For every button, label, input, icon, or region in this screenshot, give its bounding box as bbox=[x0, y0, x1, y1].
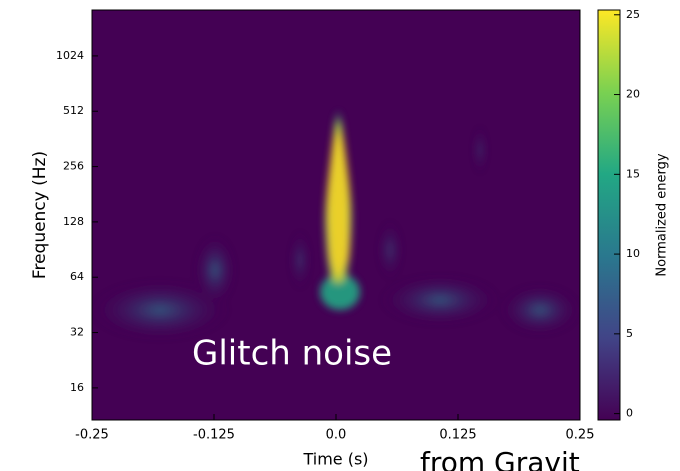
colorbar-tick-label: 10 bbox=[626, 247, 640, 260]
y-axis-label: Frequency (Hz) bbox=[30, 151, 50, 279]
y-tick-label: 64 bbox=[70, 270, 84, 283]
spectrogram-image bbox=[92, 10, 580, 420]
y-tick-label: 512 bbox=[63, 104, 84, 117]
y-tick-label: 32 bbox=[70, 326, 84, 339]
y-tick-label: 16 bbox=[70, 381, 84, 394]
x-tick-label: 0.125 bbox=[439, 428, 476, 443]
colorbar-tick-label: 5 bbox=[626, 327, 633, 340]
annotation: Glitch noise bbox=[192, 334, 392, 374]
colorbar-tick-label: 20 bbox=[626, 88, 640, 101]
colorbar-tick-label: 15 bbox=[626, 167, 640, 180]
x-axis-label: Time (s) bbox=[302, 450, 368, 469]
colorbar-tick-label: 25 bbox=[626, 8, 640, 21]
x-tick-label: 0.25 bbox=[566, 428, 595, 443]
colorbar-tick-label: 0 bbox=[626, 407, 633, 420]
x-tick-label: -0.125 bbox=[193, 428, 235, 443]
y-tick-label: 1024 bbox=[56, 49, 84, 62]
x-tick-label: -0.25 bbox=[75, 428, 109, 443]
x-tick-label: 0.0 bbox=[326, 428, 347, 443]
colorbar bbox=[597, 9, 621, 421]
colorbar-label: Normalized energy bbox=[655, 153, 670, 276]
y-tick-label: 256 bbox=[63, 160, 84, 173]
annotation: from Gravit bbox=[420, 446, 580, 471]
y-tick-label: 128 bbox=[63, 215, 84, 228]
